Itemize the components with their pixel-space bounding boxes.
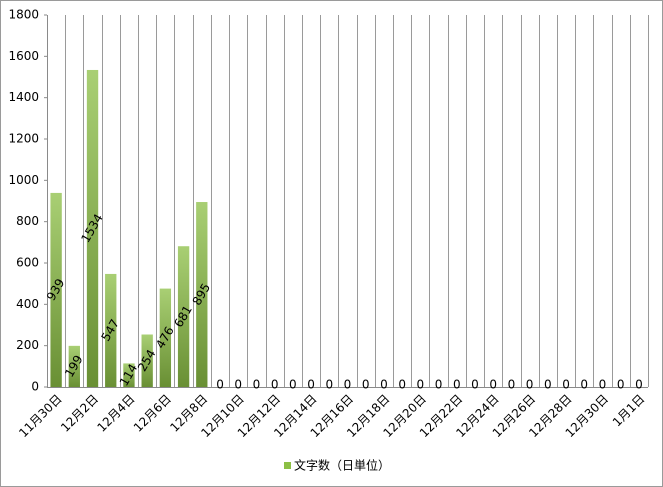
data-label: 0 [544, 378, 552, 392]
data-label: 0 [271, 378, 279, 392]
data-label: 0 [508, 378, 516, 392]
y-tick-label: 1400 [8, 90, 39, 104]
bar-group [105, 273, 117, 387]
bar-group [68, 345, 80, 387]
data-label: 0 [380, 378, 388, 392]
data-label: 0 [325, 378, 333, 392]
data-label: 0 [216, 378, 224, 392]
y-tick-label: 200 [16, 338, 39, 352]
data-label: 0 [471, 378, 479, 392]
data-label: 0 [599, 378, 607, 392]
bar-group [123, 363, 135, 387]
data-label: 0 [562, 378, 570, 392]
data-label: 0 [253, 378, 261, 392]
bar-shade [50, 192, 62, 387]
bar-shade [159, 288, 172, 387]
bar-group [50, 192, 62, 387]
data-label: 0 [580, 378, 588, 392]
y-tick-label: 600 [16, 256, 39, 270]
legend-swatch [284, 462, 291, 469]
bar-shade [123, 363, 135, 387]
data-label: 0 [289, 378, 297, 392]
bar-shade [177, 246, 190, 387]
data-label: 0 [362, 378, 370, 392]
bar-shade [141, 334, 153, 387]
bar-shade [105, 273, 117, 387]
data-label: 0 [234, 378, 242, 392]
bar-group [159, 288, 172, 387]
data-label: 0 [398, 378, 406, 392]
bar-shade [196, 202, 208, 387]
data-label: 0 [489, 378, 497, 392]
y-tick-label: 0 [31, 380, 39, 394]
bar-group [141, 334, 153, 387]
bar-group [177, 246, 190, 387]
data-label: 0 [635, 378, 643, 392]
data-label: 0 [526, 378, 534, 392]
bar-shade [86, 69, 99, 388]
data-label: 0 [453, 378, 461, 392]
bar-shade [68, 345, 80, 387]
y-tick-label: 1600 [8, 49, 39, 63]
data-label: 0 [344, 378, 352, 392]
data-label: 0 [617, 378, 625, 392]
bar-group [196, 202, 208, 387]
y-tick-label: 1200 [8, 132, 39, 146]
y-tick-label: 800 [16, 214, 39, 228]
data-label: 0 [435, 378, 443, 392]
legend-label: 文字数（日単位） [294, 458, 390, 473]
data-label: 0 [307, 378, 315, 392]
y-tick-label: 1800 [8, 8, 39, 22]
y-tick-label: 1000 [8, 173, 39, 187]
bar-group [86, 69, 99, 388]
y-tick-label: 400 [16, 297, 39, 311]
data-label: 0 [417, 378, 425, 392]
